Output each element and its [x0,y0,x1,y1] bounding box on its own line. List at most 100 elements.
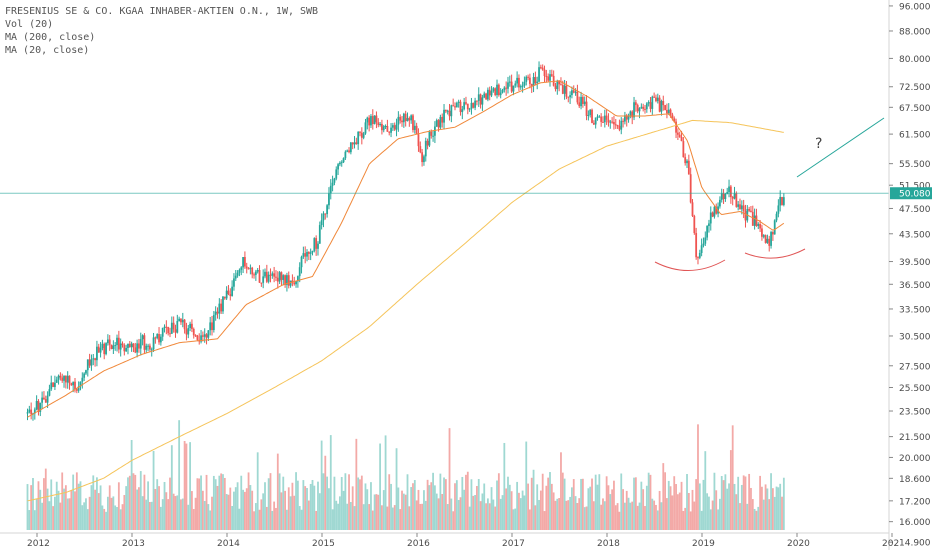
candle-body [371,116,374,124]
volume-bar [70,490,73,530]
candle-body [675,121,677,133]
volume-bar [505,488,508,530]
volume-bar [63,488,65,530]
volume-bar [748,473,751,530]
volume-bar [719,498,721,530]
volume-bar [706,493,709,530]
volume-bar [225,494,228,530]
candle-body [35,401,38,410]
candle-body [70,383,73,386]
candle-body [775,213,778,221]
volume-bar [574,496,577,530]
candle-body [234,275,237,279]
volume-bar [328,488,330,530]
y-axis-panel [889,0,932,550]
candle-body [169,333,171,335]
candle-body [655,97,657,102]
candle-body [384,125,387,127]
candle-body [163,326,166,328]
volume-bar [634,477,637,530]
candle-body [390,127,392,133]
candle-body [751,211,754,226]
candle-body [280,272,283,280]
candle-body [649,102,652,109]
volume-bar [382,490,385,530]
candle-body [516,77,519,84]
volume-bar [455,480,458,530]
candle-body [539,67,542,69]
volume-bar [497,473,500,530]
volume-bar [147,481,149,530]
volume-bar [191,491,193,530]
candle-body [196,335,199,340]
volume-bar [728,483,730,530]
volume-bar [494,506,497,530]
volume-bar [645,485,648,530]
y-tick-label: 25.500 [899,384,931,394]
volume-bar [404,494,407,530]
candle-body [640,106,643,109]
volume-bar [368,504,371,530]
volume-bar [119,509,122,530]
candle-body [185,329,188,335]
volume-bar [671,495,674,530]
candle-body [497,84,500,96]
volume-bar [682,510,685,530]
volume-bar [267,478,270,530]
candle-body [748,209,751,211]
volume-bar [581,478,584,530]
candle-body [269,274,272,276]
volume-bar [220,473,223,530]
candle-body [669,109,672,115]
volume-bar [333,476,336,530]
volume-bar [580,478,582,530]
volume-bar [695,479,698,530]
volume-bar [755,510,758,530]
candle-body [753,215,756,226]
candle-body [46,395,49,403]
volume-bar [428,485,431,530]
candle-body [437,120,440,128]
volume-bar [216,485,219,530]
annotation-question: ? [815,136,822,152]
ma200-path [27,119,784,502]
candle-body [737,204,740,207]
volume-bar [465,474,467,530]
candle-body [167,327,170,334]
volume-bar [264,482,266,530]
volume-bar [596,484,599,530]
candle-body [709,212,712,224]
candle-body [287,275,290,286]
candle-body [660,100,663,112]
volume-bar [108,485,111,530]
candle-body [629,111,632,117]
volume-bar [35,498,38,530]
candle-body [538,67,540,82]
candle-body [276,277,279,282]
candle-body [536,81,539,84]
candle-body [48,389,51,396]
candle-body [191,323,193,329]
candle-body [368,117,371,126]
candle-body [477,94,480,101]
candle-body [558,81,561,85]
volume-bar [77,483,80,530]
volume-bar [773,496,776,530]
volume-bar [61,472,64,530]
volume-bar [318,493,321,530]
candle-body [565,85,568,97]
candle-body [676,132,679,135]
candle-body [127,343,129,349]
candle-body [700,245,703,253]
volume-bar [176,495,179,530]
candle-body [656,97,659,102]
candle-body [490,91,493,96]
volume-bar [136,489,139,530]
candle-body [227,290,230,295]
candle-body [578,102,581,107]
candle-body [446,110,449,112]
candle-body [251,267,254,275]
volume-bar [391,507,394,530]
